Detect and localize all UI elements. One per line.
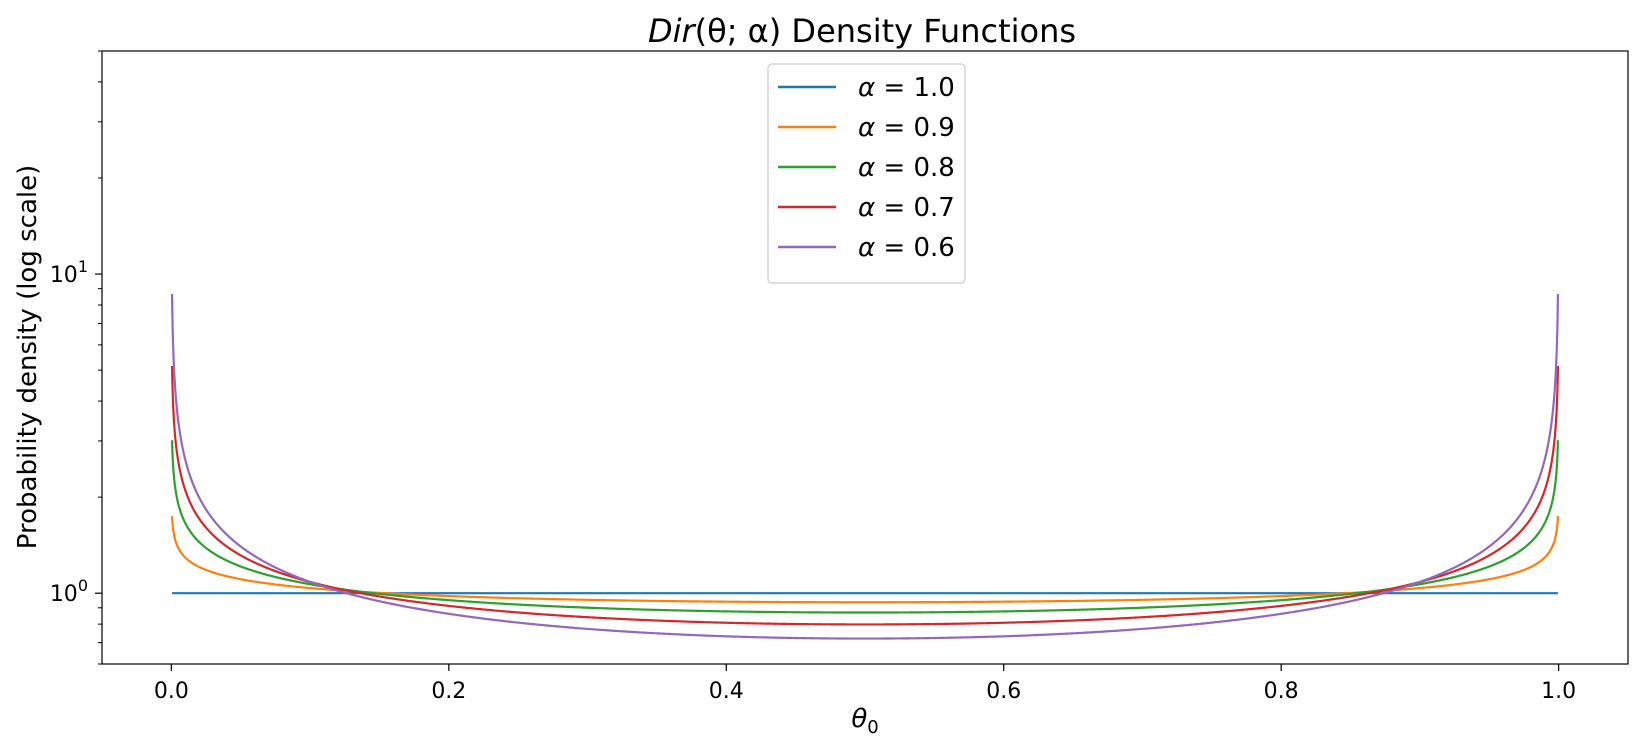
x-tick-label-0: 0.0 [154, 679, 189, 704]
series-line-1 [170, 516, 1560, 604]
legend-box [767, 63, 966, 284]
x-tick-label-4: 0.8 [1264, 679, 1299, 704]
series-line-3 [170, 366, 1560, 626]
x-tick-label-3: 0.6 [986, 679, 1021, 704]
plot-frame [101, 50, 1629, 665]
series-line-4 [170, 294, 1560, 640]
chart-title-args: (θ; α) [695, 12, 782, 50]
legend-label-0: α = 1.0 [858, 73, 955, 103]
x-axis-label-main: θ [851, 704, 867, 734]
x-tick-label-5: 1.0 [1541, 679, 1576, 704]
y-tick-label-1: 101 [50, 257, 88, 288]
chart-title: Dir(θ; α) Density Functions [648, 12, 1076, 50]
legend-label-2: α = 0.8 [858, 153, 955, 183]
x-axis-ticks: 0.0 0.2 0.4 0.6 0.8 1.0 [154, 664, 1576, 704]
y-axis-label: Probability density (log scale) [13, 165, 43, 549]
chart-title-prefix: Dir [648, 12, 697, 50]
legend-label-3: α = 0.7 [858, 193, 955, 223]
x-axis-label-sub: 0 [867, 717, 878, 738]
legend-label-4: α = 0.6 [858, 233, 955, 263]
chart-title-suffix: Density Functions [781, 12, 1076, 50]
y-axis-ticks: 100 101 [50, 50, 102, 665]
x-axis-label: θ0 [851, 704, 878, 738]
legend: α = 1.0 α = 0.9 α = 0.8 α = 0.7 α = 0.6 [767, 63, 966, 284]
series-lines [170, 294, 1560, 640]
series-line-2 [170, 440, 1560, 614]
legend-label-1: α = 0.9 [858, 113, 955, 143]
x-tick-label-1: 0.2 [431, 679, 466, 704]
y-tick-label-0: 100 [50, 576, 88, 607]
x-tick-label-2: 0.4 [709, 679, 744, 704]
